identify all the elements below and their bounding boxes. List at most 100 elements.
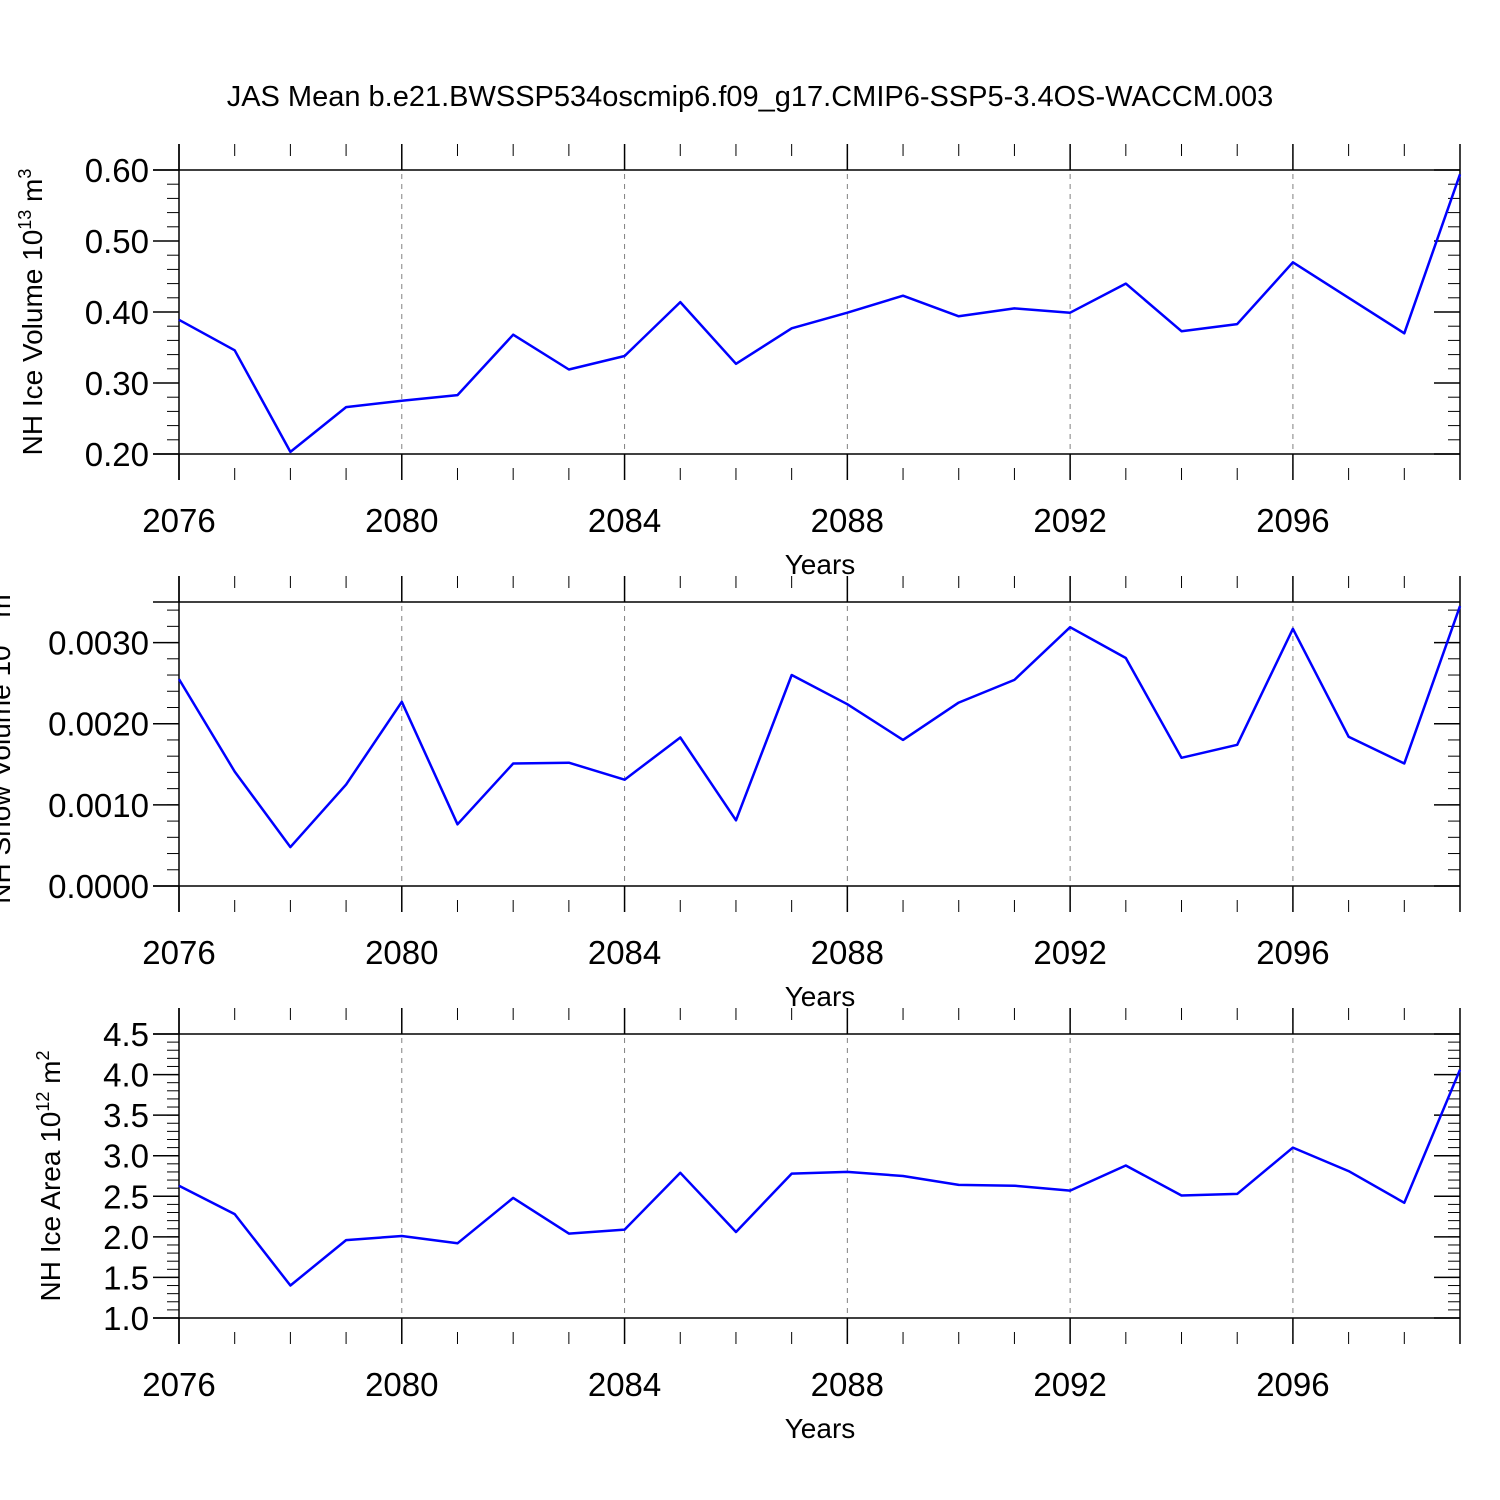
x-tick-label: 2092 [1033, 1366, 1106, 1403]
data-point [232, 347, 238, 353]
y-tick-label: 3.5 [103, 1097, 149, 1134]
x-tick-label: 2096 [1256, 502, 1329, 539]
data-point [343, 782, 349, 788]
data-point [176, 676, 182, 682]
data-point [956, 1182, 962, 1188]
x-tick-label: 2096 [1256, 934, 1329, 971]
data-point [399, 699, 405, 705]
x-tick-label: 2080 [365, 934, 438, 971]
y-tick-label: 0.20 [85, 436, 149, 473]
series-line [178, 1069, 1462, 1287]
data-point [510, 760, 516, 766]
data-point [1290, 1145, 1296, 1151]
data-point [677, 1170, 683, 1176]
data-point [510, 1195, 516, 1201]
data-point [1401, 330, 1407, 336]
data-point [733, 1229, 739, 1235]
data-point [1011, 677, 1017, 683]
data-point [1346, 295, 1352, 301]
x-tick-label: 2080 [365, 502, 438, 539]
data-point [900, 737, 906, 743]
data-point [1401, 1200, 1407, 1206]
data-point [399, 398, 405, 404]
panel-3: 1.0 1.52.0 2.53.0 3.54.0 4.5 2076 2080 2084 2088… [33, 1008, 1463, 1444]
figure-title: JAS Mean b.e21.BWSSP534oscmip6.f09_g17.C… [227, 81, 1274, 113]
data-point [900, 293, 906, 299]
data-point [1457, 1067, 1463, 1073]
x-tick-label: 2076 [142, 1366, 215, 1403]
x-tick-label: 2084 [588, 1366, 661, 1403]
y-axis-label: NH Ice Area 1012 m2 [33, 1050, 66, 1301]
y-tick-label: 0.0020 [48, 706, 149, 743]
data-point [1457, 171, 1463, 177]
y-tick-label: 4.5 [103, 1016, 149, 1053]
x-tick-label: 2088 [811, 934, 884, 971]
data-point [1067, 1188, 1073, 1194]
data-point [454, 1240, 460, 1246]
x-tick-label: 2076 [142, 502, 215, 539]
data-point [956, 700, 962, 706]
panel-1: 0.20 0.30 0.40 0.50 0.60 2076 2080 2084 2088 2092… [15, 144, 1463, 580]
panels: 0.20 0.30 0.40 0.50 0.60 2076 2080 2084 2088 2092… [0, 144, 1463, 1444]
data-point [343, 1237, 349, 1243]
data-point [287, 449, 293, 455]
series-line [177, 605, 1462, 849]
data-point [1457, 603, 1463, 609]
data-point [1123, 1162, 1129, 1168]
y-axis-label: NH Snow Volume 1013 m3 [0, 584, 16, 904]
data-point [789, 672, 795, 678]
x-axis-label: Years [785, 1413, 856, 1444]
data-point [844, 1169, 850, 1175]
data-point [1290, 259, 1296, 265]
data-point [622, 353, 628, 359]
y-tick-label: 0.30 [85, 365, 149, 402]
data-point [1346, 1168, 1352, 1174]
y-tick-label: 3.0 [103, 1138, 149, 1175]
data-point [1179, 755, 1185, 761]
data-point [176, 1183, 182, 1189]
data-point [677, 299, 683, 305]
panel-2: 0.0000 0.0010 0.0020 0.0030 2076 2080 2084 2088… [0, 576, 1463, 1012]
y-axis-label: NH Ice Volume 1013 m3 [15, 169, 48, 456]
x-tick-label: 2096 [1256, 1366, 1329, 1403]
data-point [454, 821, 460, 827]
y-tick-label: 0.0000 [48, 868, 149, 905]
x-tick-label: 2084 [588, 934, 661, 971]
y-tick-label: 0.50 [85, 223, 149, 260]
data-point [956, 313, 962, 319]
data-point [566, 367, 572, 373]
data-point [1401, 760, 1407, 766]
x-tick-label: 2076 [142, 934, 215, 971]
x-tick-label: 2088 [811, 502, 884, 539]
data-point [1011, 1183, 1017, 1189]
x-tick-label: 2092 [1033, 502, 1106, 539]
data-point [1123, 655, 1129, 661]
data-point [789, 1171, 795, 1177]
data-point [1234, 1191, 1240, 1197]
data-point [454, 392, 460, 398]
data-point [1179, 1192, 1185, 1198]
data-point [399, 1233, 405, 1239]
data-point [622, 777, 628, 783]
data-point [844, 701, 850, 707]
data-point [1346, 734, 1352, 740]
x-axis-label: Years [785, 549, 856, 580]
data-point [1290, 626, 1296, 632]
data-point [566, 760, 572, 766]
data-point [510, 332, 516, 338]
data-point [622, 1227, 628, 1233]
x-tick-label: 2092 [1033, 934, 1106, 971]
y-tick-label: 0.60 [85, 152, 149, 189]
data-point [176, 317, 182, 323]
data-point [677, 735, 683, 741]
data-point [844, 310, 850, 316]
data-point [287, 1283, 293, 1289]
y-tick-label: 1.5 [103, 1259, 149, 1296]
data-point [287, 844, 293, 850]
data-point [1179, 328, 1185, 334]
data-point [232, 1211, 238, 1217]
data-point [733, 817, 739, 823]
series-line [178, 173, 1462, 454]
y-tick-label: 2.0 [103, 1219, 149, 1256]
